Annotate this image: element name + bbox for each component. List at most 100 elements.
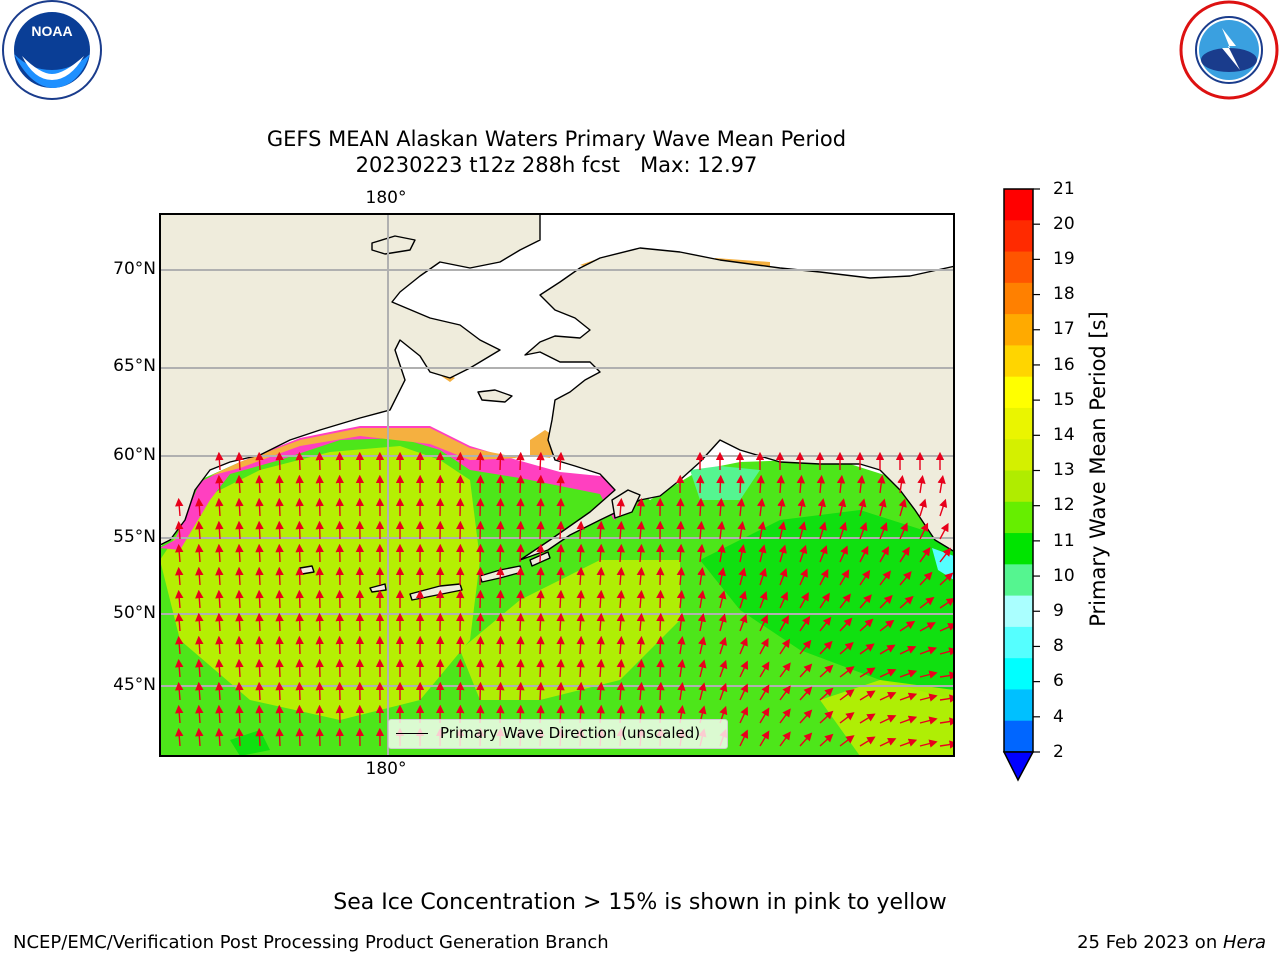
- wave-direction-arrow: [616, 566, 625, 586]
- wave-direction-arrow: [175, 727, 184, 747]
- wave-direction-arrow: [295, 612, 304, 632]
- wave-direction-arrow: [556, 635, 565, 655]
- wave-direction-arrow: [899, 646, 917, 655]
- wave-direction-arrow: [536, 658, 545, 678]
- wave-direction-arrow: [779, 731, 791, 747]
- wave-direction-arrow: [255, 566, 264, 586]
- wave-direction-arrow: [536, 681, 545, 701]
- colorbar-segment: [1004, 501, 1033, 534]
- wave-direction-arrow: [839, 569, 850, 586]
- colorbar: [1004, 189, 1033, 753]
- wave-direction-arrow: [596, 543, 605, 563]
- colorbar-segment: [1004, 564, 1033, 597]
- colorbar-tick-label: 16: [1053, 355, 1075, 375]
- wave-direction-arrow: [859, 667, 876, 678]
- wave-direction-arrow: [859, 736, 876, 747]
- wave-direction-arrow: [738, 567, 747, 586]
- wave-direction-arrow: [879, 669, 897, 678]
- wave-direction-arrow: [757, 497, 766, 517]
- wave-direction-arrow: [275, 520, 284, 540]
- colorbar-tick-label: 13: [1053, 460, 1075, 480]
- wave-direction-arrow: [496, 451, 505, 471]
- wave-direction-arrow: [275, 589, 284, 609]
- wave-direction-arrow: [616, 681, 625, 701]
- wave-direction-arrow: [759, 614, 768, 632]
- wave-direction-arrow: [255, 704, 264, 724]
- wave-direction-arrow: [696, 520, 706, 540]
- wave-direction-arrow: [235, 635, 244, 655]
- colorbar-tick-label: 20: [1053, 214, 1075, 234]
- lon-label-top-180: 180°: [365, 188, 407, 208]
- wave-direction-arrow: [799, 732, 813, 747]
- wave-direction-arrow: [719, 659, 728, 678]
- wave-direction-arrow: [739, 660, 749, 678]
- wave-direction-arrow: [636, 681, 646, 701]
- wave-direction-arrow: [676, 497, 685, 517]
- wave-direction-arrow: [696, 497, 705, 517]
- wave-direction-arrow: [777, 521, 787, 540]
- wave-direction-arrow: [919, 522, 929, 540]
- wave-direction-arrow: [799, 639, 812, 655]
- wave-direction-arrow: [859, 618, 874, 632]
- wave-direction-arrow: [759, 567, 768, 586]
- wave-direction-arrow: [275, 635, 284, 655]
- colorbar-label: Primary Wave Mean Period [s]: [1086, 311, 1110, 627]
- wave-direction-arrow: [717, 544, 726, 563]
- wave-direction-arrow: [799, 709, 813, 724]
- footer-left: NCEP/EMC/Verification Post Processing Pr…: [13, 932, 609, 953]
- wave-direction-arrow: [235, 543, 244, 563]
- wave-direction-arrow: [275, 451, 284, 471]
- wave-direction-arrow: [496, 635, 505, 655]
- wave-direction-arrow: [819, 733, 834, 747]
- wave-direction-arrow: [919, 693, 938, 702]
- sea-ice-note: Sea Ice Concentration > 15% is shown in …: [333, 890, 947, 915]
- colorbar-segment: [1004, 345, 1033, 378]
- wave-direction-arrow: [516, 497, 525, 517]
- wave-direction-arrow: [295, 727, 304, 747]
- wave-direction-arrow: [636, 658, 646, 678]
- wave-direction-arrow: [899, 738, 918, 747]
- wave-direction-arrow: [195, 589, 204, 609]
- wave-direction-arrow: [536, 612, 545, 632]
- wave-direction-arrow: [759, 730, 770, 747]
- wave-direction-arrow: [556, 497, 565, 517]
- wave-direction-arrow: [779, 708, 791, 724]
- wave-direction-arrow: [779, 615, 789, 632]
- wave-direction-arrow: [516, 474, 525, 494]
- wave-direction-arrow: [799, 544, 808, 563]
- wave-direction-arrow: [516, 681, 525, 701]
- wave-direction-arrow: [676, 589, 686, 609]
- wave-direction-arrow: [899, 669, 918, 678]
- wave-direction-arrow: [175, 589, 184, 609]
- wave-direction-arrow: [879, 522, 888, 540]
- wave-direction-arrow: [819, 616, 832, 632]
- wave-direction-arrow: [496, 474, 505, 494]
- wave-direction-arrow: [879, 546, 889, 563]
- wave-direction-arrow: [215, 451, 224, 471]
- footer-right: 25 Feb 2023 on Hera: [1077, 932, 1266, 953]
- wave-direction-arrow: [676, 566, 686, 586]
- colorbar-extend-triangle: [1002, 751, 1035, 782]
- wave-direction-arrow: [215, 543, 224, 563]
- wave-direction-arrow: [295, 566, 304, 586]
- wave-direction-arrow: [939, 694, 954, 703]
- wave-direction-arrow: [939, 623, 954, 632]
- wave-direction-arrow: [255, 543, 264, 563]
- wave-direction-arrow: [616, 497, 625, 517]
- wave-direction-arrow: [696, 543, 706, 563]
- colorbar-segment: [1004, 595, 1033, 628]
- wave-direction-arrow: [757, 521, 766, 540]
- wave-direction-arrow: [656, 635, 665, 655]
- wave-direction-arrow: [235, 566, 244, 586]
- wave-direction-arrow: [859, 713, 876, 724]
- wave-direction-arrow: [215, 589, 224, 609]
- wave-direction-arrow: [255, 612, 264, 632]
- wave-direction-arrow: [536, 474, 545, 494]
- wave-direction-arrow: [656, 658, 665, 678]
- wave-direction-arrow: [879, 595, 893, 609]
- wave-direction-arrow: [799, 686, 813, 701]
- colorbar-segment: [1004, 407, 1033, 440]
- wave-direction-arrow: [856, 474, 866, 494]
- legend-line-swatch: [396, 733, 428, 734]
- wave-direction-arrow: [697, 566, 706, 586]
